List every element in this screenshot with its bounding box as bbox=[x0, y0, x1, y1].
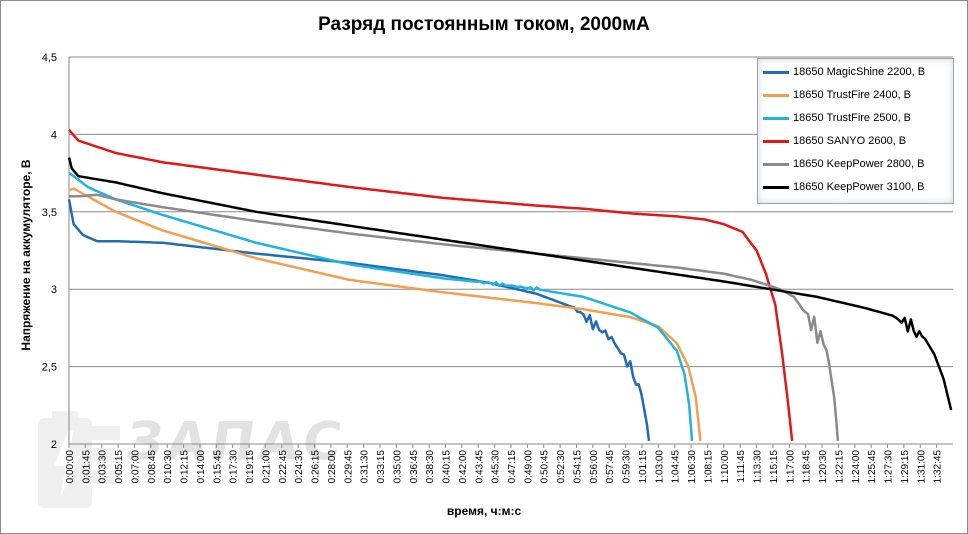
x-tick-label: 0:45:30 bbox=[491, 450, 502, 484]
legend-item: 18650 SANYO 2600, В bbox=[763, 132, 906, 150]
legend-swatch bbox=[763, 185, 789, 189]
y-tick-label: 4 bbox=[51, 129, 57, 141]
x-tick-label: 0:54:15 bbox=[572, 450, 583, 484]
x-tick-label: 0:07:00 bbox=[130, 450, 141, 484]
x-tick-label: 0:59:30 bbox=[622, 450, 633, 484]
x-tick-label: 1:20:30 bbox=[818, 450, 829, 484]
x-tick-label: 1:03:00 bbox=[654, 450, 665, 484]
x-tick-label: 0:22:45 bbox=[278, 450, 289, 484]
x-tick-label: 0:14:00 bbox=[196, 450, 207, 484]
x-tick-label: 0:08:45 bbox=[147, 450, 158, 484]
series-line bbox=[68, 172, 694, 441]
x-tick-label: 0:21:00 bbox=[261, 450, 272, 484]
x-tick-label: 1:25:45 bbox=[867, 450, 878, 484]
x-axis-ticks: 0:00:00 0:01:45 0:03:30 0:05:15 0:07:00 0:08:… bbox=[65, 444, 944, 483]
legend-swatch bbox=[763, 139, 789, 143]
legend-item: 18650 KeepPower 2800, В bbox=[763, 155, 925, 173]
x-tick-label: 1:22:15 bbox=[834, 450, 845, 484]
x-tick-label: 0:38:30 bbox=[425, 450, 436, 484]
x-tick-label: 0:29:45 bbox=[343, 450, 354, 484]
x-tick-label: 1:06:30 bbox=[687, 450, 698, 484]
x-tick-label: 0:31:30 bbox=[360, 450, 371, 484]
y-tick-label: 2 bbox=[51, 439, 57, 451]
legend-item: 18650 MagicShine 2200, В bbox=[763, 63, 925, 81]
x-tick-label: 0:15:45 bbox=[212, 450, 223, 484]
x-tick-label: 0:33:15 bbox=[376, 450, 387, 484]
series-line bbox=[69, 193, 840, 442]
legend-swatch bbox=[763, 162, 789, 166]
y-tick-label: 2,5 bbox=[42, 362, 57, 374]
x-tick-label: 0:35:00 bbox=[392, 450, 403, 484]
legend-item: 18650 KeepPower 3100, В bbox=[763, 178, 925, 196]
legend-label: 18650 MagicShine 2200, В bbox=[793, 66, 926, 78]
legend-swatch bbox=[763, 93, 789, 97]
x-tick-label: 0:17:30 bbox=[229, 450, 240, 484]
x-tick-label: 0:26:15 bbox=[311, 450, 322, 484]
x-tick-label: 0:52:30 bbox=[556, 450, 567, 484]
x-tick-label: 0:49:00 bbox=[523, 450, 534, 484]
x-tick-label: 0:19:15 bbox=[245, 450, 256, 484]
x-tick-label: 1:24:00 bbox=[851, 450, 862, 484]
x-tick-label: 1:01:15 bbox=[638, 450, 649, 484]
series-line bbox=[68, 128, 794, 442]
x-tick-label: 0:24:30 bbox=[294, 450, 305, 484]
x-tick-label: 1:15:15 bbox=[769, 450, 780, 484]
x-axis-label: время, ч:м:с bbox=[446, 504, 522, 518]
x-tick-label: 1:10:00 bbox=[720, 450, 731, 484]
x-tick-label: 0:42:00 bbox=[458, 450, 469, 484]
series-lines bbox=[67, 128, 953, 442]
x-tick-label: 1:27:30 bbox=[884, 450, 895, 484]
x-tick-label: 1:08:15 bbox=[703, 450, 714, 484]
x-tick-label: 1:18:45 bbox=[802, 450, 813, 484]
watermark-logo: ЗАПАС bbox=[30, 408, 349, 518]
y-tick-label: 4,5 bbox=[42, 52, 57, 64]
series-line bbox=[67, 199, 651, 442]
x-tick-label: 0:40:15 bbox=[442, 450, 453, 484]
legend-swatch bbox=[763, 70, 789, 74]
x-tick-label: 1:17:00 bbox=[785, 450, 796, 484]
x-tick-label: 0:56:00 bbox=[589, 450, 600, 484]
legend-item: 18650 TrustFire 2400, В bbox=[763, 86, 911, 104]
legend-label: 18650 TrustFire 2500, В bbox=[793, 112, 912, 124]
x-tick-label: 1:29:15 bbox=[900, 450, 911, 484]
x-tick-label: 0:03:30 bbox=[98, 450, 109, 484]
x-tick-label: 1:11:45 bbox=[736, 450, 747, 483]
x-tick-label: 0:28:00 bbox=[327, 450, 338, 484]
x-tick-label: 0:50:45 bbox=[540, 450, 551, 484]
x-tick-label: 0:47:15 bbox=[507, 450, 518, 484]
x-tick-label: 0:36:45 bbox=[409, 450, 420, 484]
x-tick-label: 1:13:30 bbox=[753, 450, 764, 484]
legend-label: 18650 TrustFire 2400, В bbox=[793, 89, 912, 101]
x-tick-label: 0:05:15 bbox=[114, 450, 125, 484]
legend-swatch bbox=[763, 116, 789, 120]
x-tick-label: 0:12:15 bbox=[180, 450, 191, 484]
chart-legend: 18650 MagicShine 2200, В 18650 TrustFire… bbox=[757, 58, 954, 204]
battery-icon bbox=[38, 411, 120, 508]
y-tick-label: 3,5 bbox=[42, 207, 57, 219]
y-axis-label: Напряжение на аккумуляторе, В bbox=[19, 159, 33, 351]
x-tick-label: 0:10:30 bbox=[163, 450, 174, 484]
chart-title: Разряд постоянным током, 2000мА bbox=[318, 14, 650, 35]
legend-label: 18650 KeepPower 2800, В bbox=[793, 158, 925, 170]
series-line bbox=[68, 187, 702, 442]
legend-label: 18650 SANYO 2600, В bbox=[793, 135, 907, 147]
x-tick-label: 0:01:45 bbox=[81, 450, 92, 484]
legend-item: 18650 TrustFire 2500, В bbox=[763, 109, 911, 127]
x-tick-label: 1:32:45 bbox=[933, 450, 944, 484]
x-tick-label: 1:31:00 bbox=[916, 450, 927, 484]
y-tick-label: 3 bbox=[51, 284, 57, 296]
x-tick-label: 0:00:00 bbox=[65, 450, 76, 484]
legend-label: 18650 KeepPower 3100, В bbox=[793, 181, 925, 193]
series-line bbox=[67, 157, 953, 411]
x-tick-label: 0:57:45 bbox=[605, 450, 616, 484]
y-axis-ticks: 2 2,5 3 3,5 4 4,5 bbox=[42, 52, 57, 451]
x-tick-label: 0:43:45 bbox=[474, 450, 485, 484]
x-tick-label: 1:04:45 bbox=[671, 450, 682, 484]
